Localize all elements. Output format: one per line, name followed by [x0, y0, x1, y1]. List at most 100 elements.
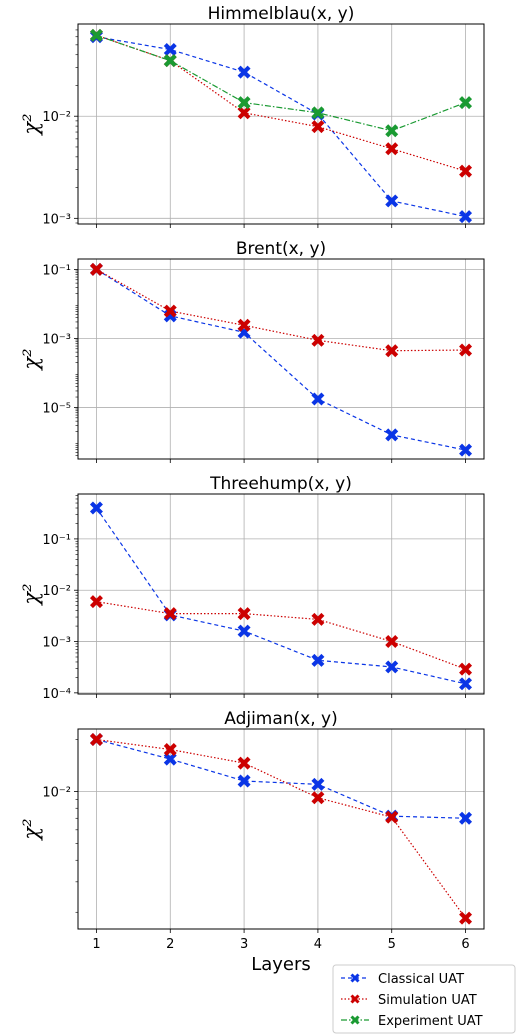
panel-4: 10⁻² 1 2 3 4 5 6 Adjiman(x, y) χ² Layers: [19, 709, 485, 975]
x-tick-label: 2: [166, 937, 174, 952]
x-tick-label: 5: [388, 937, 396, 952]
series-simulation-uat: [89, 733, 473, 925]
data-point: [237, 96, 251, 110]
series-classical-uat: [89, 501, 473, 691]
axes-frame: [77, 728, 485, 930]
data-point: [459, 811, 473, 825]
series-line: [96, 738, 466, 819]
y-axis-label: χ²: [19, 348, 43, 371]
x-tick-label: 6: [461, 937, 469, 952]
data-point: [385, 810, 399, 824]
legend-box: [332, 964, 516, 1034]
data-point: [385, 660, 399, 674]
data-point: [237, 774, 251, 788]
data-point: [163, 304, 177, 318]
data-point: [459, 343, 473, 357]
data-point: [237, 624, 251, 638]
series-line: [96, 36, 466, 218]
y-tick-label: 10⁻²: [42, 584, 71, 599]
data-point: [237, 65, 251, 79]
data-point: [459, 210, 473, 224]
x-tick-label: 4: [314, 937, 322, 952]
data-point: [385, 428, 399, 442]
series-line: [96, 601, 466, 670]
data-point: [237, 106, 251, 120]
y-tick-label: 10⁻⁴: [42, 687, 71, 702]
series-line: [95, 507, 466, 685]
panel-1: 10⁻³ 10⁻² Himmelblau(x, y) χ²: [19, 4, 485, 228]
data-point: [311, 333, 325, 347]
chart-title: Adjiman(x, y): [224, 709, 338, 729]
y-tick-label: 10⁻⁵: [42, 401, 71, 416]
data-point: [385, 124, 399, 138]
x-tick-label: 1: [92, 937, 100, 952]
legend-entry: Classical UAT: [341, 972, 464, 987]
series-experiment-uat: [89, 28, 473, 138]
data-point: [311, 612, 325, 626]
data-point: [385, 142, 399, 156]
legend: Classical UAT Simulation UAT Experiment UA…: [332, 964, 516, 1034]
y-tick-label: 10⁻¹: [42, 533, 71, 548]
series-line: [96, 268, 466, 451]
legend-label: Classical UAT: [378, 972, 464, 987]
data-point: [459, 443, 473, 457]
panel-3: 10⁻⁴ 10⁻³ 10⁻² 10⁻¹ Threehump(x, y) χ²: [19, 474, 485, 702]
series-line: [96, 34, 466, 172]
data-point: [459, 911, 473, 925]
data-point: [459, 662, 473, 676]
data-point: [237, 607, 251, 621]
y-tick-label: 10⁻¹: [42, 263, 71, 278]
x-axis-label: Layers: [251, 954, 311, 975]
data-point: [311, 392, 325, 406]
series-line: [96, 738, 467, 919]
legend-label: Experiment UAT: [378, 1014, 483, 1029]
axes-frame: [77, 23, 485, 225]
y-axis-label: χ²: [19, 583, 43, 606]
chart-title: Threehump(x, y): [209, 474, 352, 494]
chart-title: Himmelblau(x, y): [208, 4, 355, 24]
series-line: [96, 268, 466, 352]
data-point: [163, 43, 177, 57]
data-point: [311, 653, 325, 667]
data-point: [163, 54, 177, 68]
data-point: [237, 318, 251, 332]
chart-title: Brent(x, y): [236, 239, 326, 259]
legend-entry: Experiment UAT: [341, 1014, 483, 1029]
data-point: [89, 501, 103, 515]
series-classical-uat: [89, 30, 473, 224]
series-line: [96, 34, 466, 132]
data-point: [89, 262, 103, 276]
series-simulation-uat: [89, 595, 473, 676]
data-point: [311, 106, 325, 120]
y-axis-label: χ²: [19, 113, 43, 136]
data-point: [237, 756, 251, 770]
y-axis-label: χ²: [19, 818, 43, 841]
data-point: [311, 791, 325, 805]
legend-label: Simulation UAT: [378, 993, 477, 1008]
data-point: [311, 120, 325, 134]
y-tick-label: 10⁻³: [42, 212, 71, 227]
legend-entry: Simulation UAT: [341, 993, 477, 1008]
data-point: [459, 677, 473, 691]
data-point: [459, 96, 473, 110]
x-tick-label: 3: [240, 937, 248, 952]
data-point: [311, 777, 325, 791]
series-simulation-uat: [89, 28, 473, 178]
data-point: [163, 743, 177, 756]
series-classical-uat: [89, 262, 473, 457]
data-point: [89, 595, 103, 609]
data-point: [385, 194, 399, 208]
data-point: [163, 607, 177, 621]
axes-frame: [77, 258, 485, 460]
y-tick-label: 10⁻³: [42, 636, 71, 651]
data-point: [385, 344, 399, 358]
data-point: [459, 164, 473, 178]
series-classical-uat: [89, 733, 473, 825]
panel-2: 10⁻⁵ 10⁻³ 10⁻¹ Brent(x, y) χ²: [19, 239, 485, 463]
series-simulation-uat: [89, 262, 473, 358]
y-tick-label: 10⁻²: [42, 110, 71, 125]
data-point: [89, 28, 103, 42]
data-point: [385, 635, 399, 649]
data-point: [89, 733, 103, 746]
